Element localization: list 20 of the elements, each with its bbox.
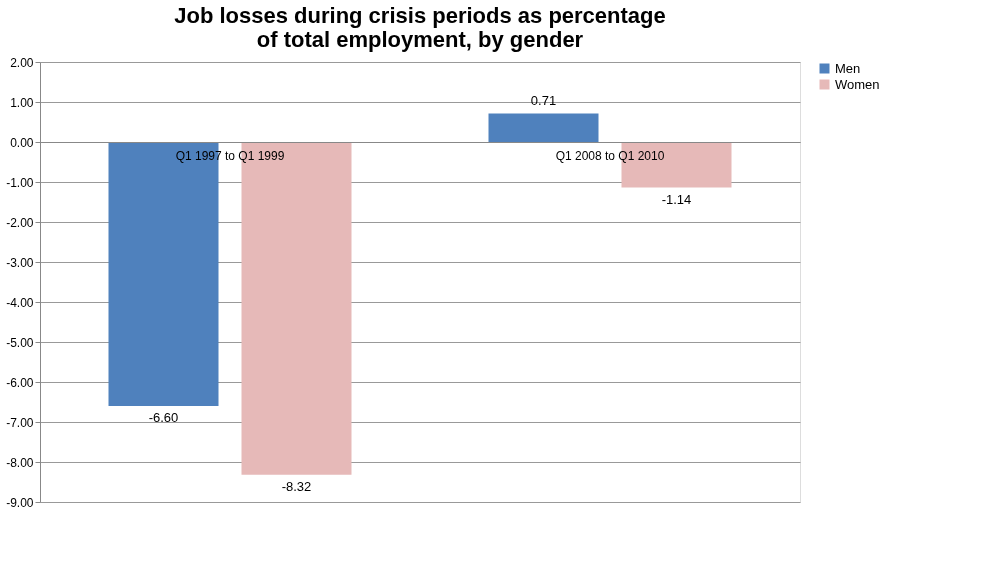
data-label: -8.32 <box>281 478 312 494</box>
y-tick-label: -1.00 <box>6 175 34 190</box>
y-tick-label: -8.00 <box>6 455 34 470</box>
legend-label: Men <box>835 60 861 76</box>
x-tick-label: Q1 2008 to Q1 2010 <box>555 148 665 163</box>
data-label: -6.60 <box>148 410 179 425</box>
y-tick-label: -6.00 <box>6 375 34 390</box>
legend-label: Women <box>835 76 880 92</box>
y-tick-label: 1.00 <box>10 95 34 110</box>
data-label: -1.14 <box>661 191 692 207</box>
y-tick-label: -9.00 <box>6 495 34 510</box>
y-tick-label: -2.00 <box>6 215 34 230</box>
y-tick-label: 2.00 <box>10 55 34 70</box>
y-tick-label: -5.00 <box>6 335 34 350</box>
y-tick-label: -4.00 <box>6 295 34 310</box>
y-tick-label: 0.00 <box>10 135 34 150</box>
chart-title: Job losses during crisis periods as percentage of total employment, by gender <box>174 3 666 52</box>
y-tick-label: -7.00 <box>6 415 34 430</box>
data-label: 0.71 <box>530 92 557 108</box>
y-tick-label: -3.00 <box>6 255 34 270</box>
